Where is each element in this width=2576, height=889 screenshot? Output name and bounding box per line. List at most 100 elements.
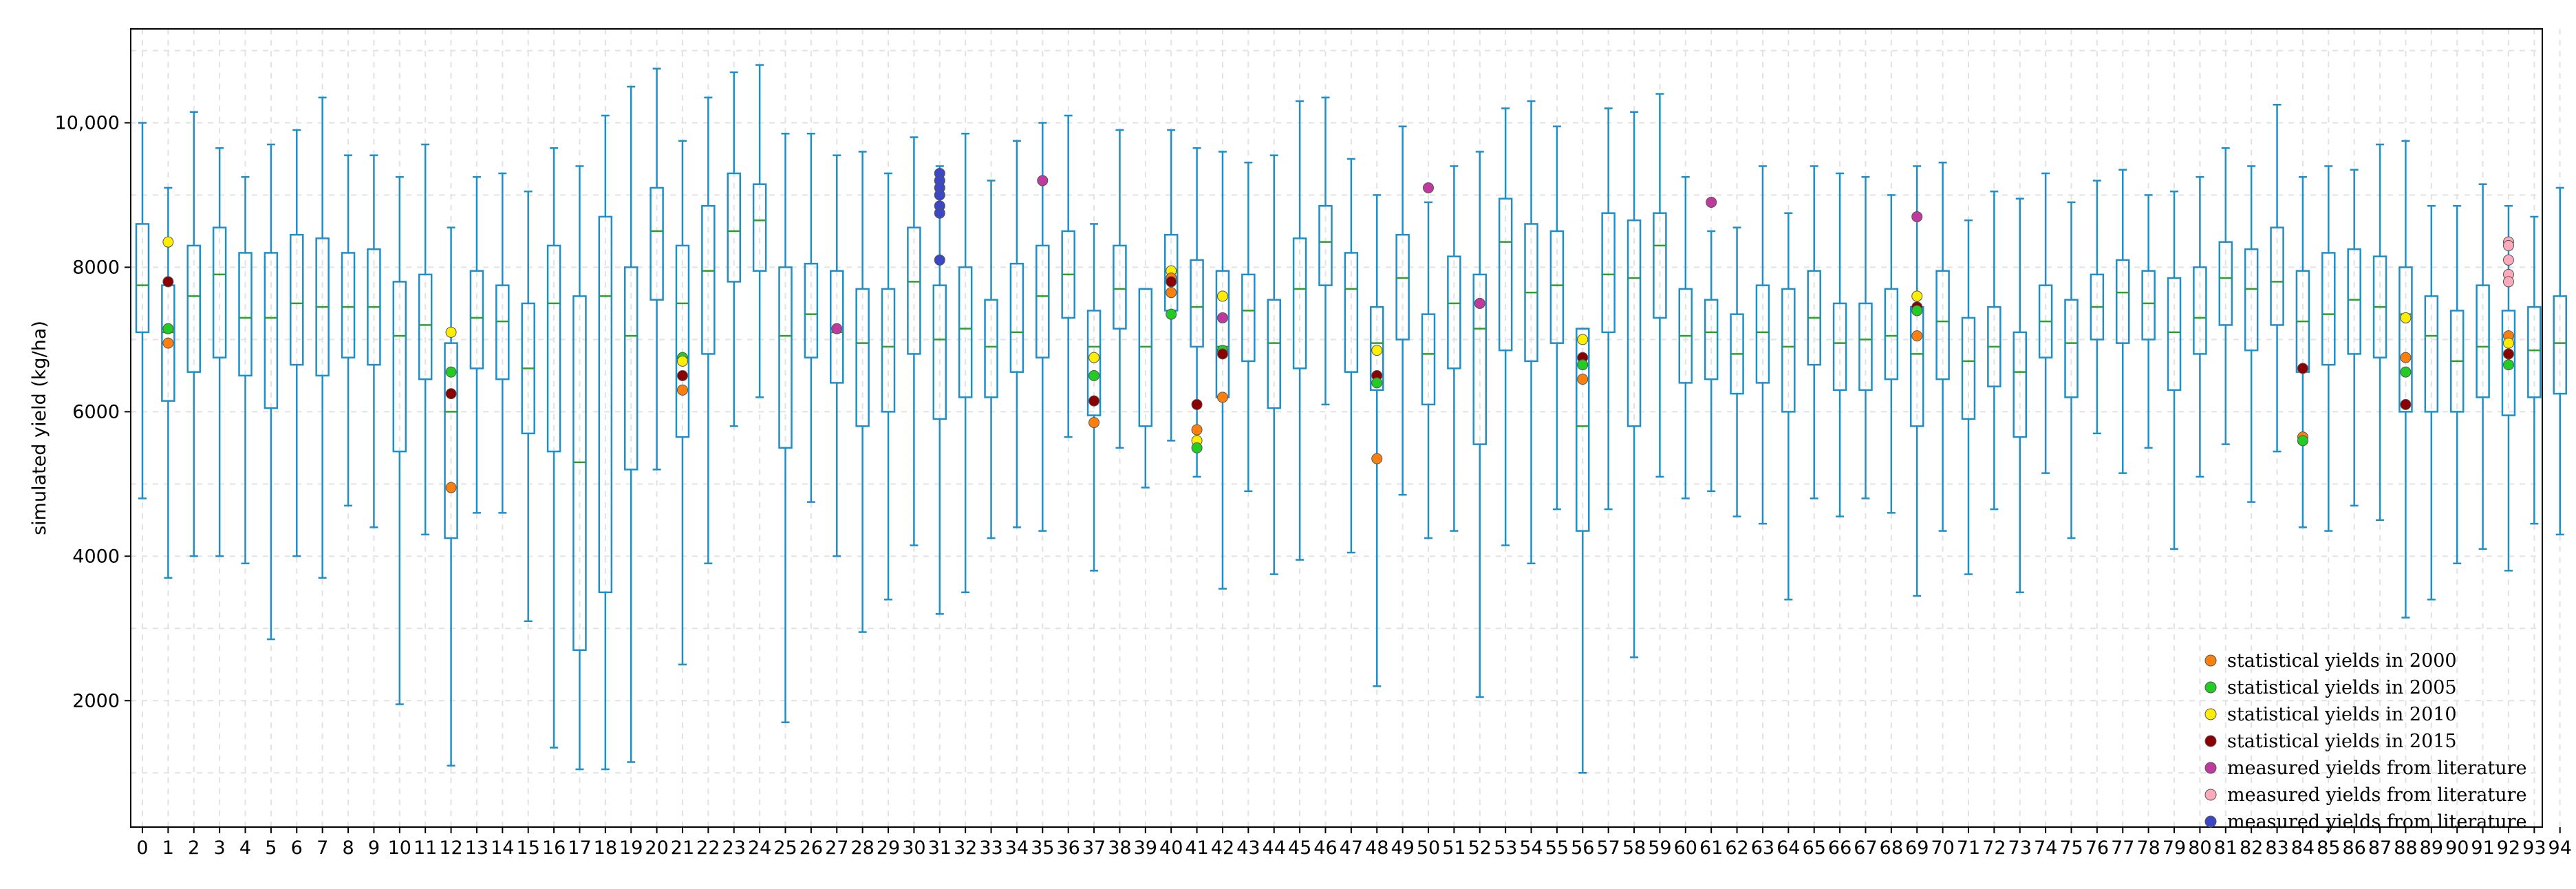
iqr-box [2424, 295, 2439, 413]
box-82 [2244, 165, 2259, 503]
data-point-y2010 [2502, 337, 2514, 349]
x-tick-label: 40 [1159, 837, 1183, 859]
x-tick-label: 18 [594, 837, 617, 859]
iqr-box [727, 172, 741, 283]
x-tick-label: 20 [645, 837, 668, 859]
box-19 [623, 85, 638, 763]
box-72 [1987, 190, 2001, 511]
data-point-y2010 [162, 236, 174, 248]
x-tick-label: 21 [671, 837, 694, 859]
x-tick-label: 58 [1622, 837, 1646, 859]
x-tick-label: 30 [902, 837, 925, 859]
data-point-y2015 [1191, 398, 1203, 410]
iqr-box [1781, 288, 1796, 413]
box-64 [1781, 212, 1796, 601]
data-point-y2005 [1166, 308, 1177, 320]
box-91 [2476, 183, 2490, 550]
x-tick-label: 68 [1880, 837, 1903, 859]
legend-marker-y2015 [2204, 735, 2217, 747]
x-tick-label: 93 [2522, 837, 2546, 859]
data-point-y2015 [1088, 395, 1100, 407]
iqr-box [1858, 302, 1873, 392]
box-34 [1009, 140, 1024, 528]
box-31 [932, 165, 947, 615]
box-28 [855, 151, 870, 633]
box-5 [264, 143, 279, 641]
iqr-box [290, 233, 304, 366]
data-point-lit_pink [2502, 254, 2514, 266]
iqr-box [1369, 306, 1384, 392]
iqr-box [2476, 284, 2490, 398]
box-4 [238, 175, 253, 565]
x-axis-ticks: 0 1 2 3 4 5 6 7 8 9 10 11 12 13 14 15 16 17 18 19 20 21 22 23 24… [136, 827, 2572, 859]
data-point-y2000 [162, 337, 174, 349]
iqr-box [1627, 219, 1642, 427]
x-tick-label: 81 [2214, 837, 2237, 859]
x-tick-label: 32 [954, 837, 977, 859]
iqr-box [212, 226, 227, 358]
x-tick-label: 17 [568, 837, 591, 859]
iqr-box [2193, 266, 2207, 355]
box-6 [290, 129, 304, 557]
data-point-y2000 [676, 384, 688, 396]
x-tick-label: 16 [542, 837, 566, 859]
iqr-box [1241, 273, 1256, 363]
y-tick-label: 2000 [72, 690, 120, 711]
x-tick-label: 88 [2394, 837, 2417, 859]
iqr-box [1832, 302, 1847, 392]
x-tick-label: 60 [1674, 837, 1697, 859]
y-tick-label: 6000 [72, 401, 120, 422]
x-tick-label: 22 [696, 837, 720, 859]
box-76 [2090, 180, 2105, 435]
iqr-box [469, 270, 484, 369]
legend-label: statistical yields in 2015 [2227, 731, 2457, 752]
box-43 [1241, 161, 1256, 493]
x-tick-label: 85 [2317, 837, 2340, 859]
x-tick-label: 78 [2136, 837, 2160, 859]
x-tick-label: 90 [2445, 837, 2469, 859]
box-10 [392, 175, 407, 705]
box-51 [1447, 165, 1461, 532]
x-tick-label: 42 [1211, 837, 1234, 859]
data-point-y2015 [445, 388, 457, 400]
iqr-box [1447, 255, 1461, 369]
data-point-y2015 [162, 276, 174, 288]
iqr-box [598, 215, 613, 594]
box-52 [1472, 151, 1488, 698]
box-9 [367, 154, 381, 528]
iqr-box [135, 223, 150, 334]
box-39 [1138, 288, 1153, 489]
iqr-box [1472, 273, 1488, 445]
box-94 [2553, 186, 2567, 536]
box-83 [2270, 103, 2284, 453]
iqr-box [752, 183, 767, 272]
box-69 [1909, 165, 1924, 597]
box-46 [1318, 96, 1333, 406]
box-25 [778, 132, 793, 724]
legend-marker-y2000 [2204, 654, 2217, 667]
iqr-box [341, 252, 356, 358]
box-62 [1730, 226, 1744, 517]
iqr-box [418, 273, 433, 381]
data-point-y2010 [1371, 345, 1383, 356]
iqr-box [1190, 259, 1204, 348]
box-36 [1061, 114, 1075, 438]
legend-label: measured yields from literature [2227, 758, 2526, 779]
iqr-box [2321, 252, 2336, 366]
box-70 [1935, 161, 1950, 532]
legend-label: measured yields from literature [2227, 784, 2526, 806]
iqr-box [186, 244, 202, 373]
x-tick-label: 92 [2497, 837, 2520, 859]
box-59 [1653, 93, 1667, 478]
box-61 [1704, 230, 1719, 493]
x-tick-label: 89 [2420, 837, 2443, 859]
data-point-y2010 [445, 326, 457, 338]
box-17 [572, 165, 587, 771]
legend-marker-y2005 [2204, 681, 2217, 694]
box-77 [2116, 169, 2130, 474]
x-tick-label: 2 [188, 837, 200, 859]
iqr-box [1755, 284, 1770, 384]
x-tick-label: 51 [1442, 837, 1466, 859]
iqr-box [1549, 230, 1565, 344]
iqr-box [2244, 248, 2259, 352]
